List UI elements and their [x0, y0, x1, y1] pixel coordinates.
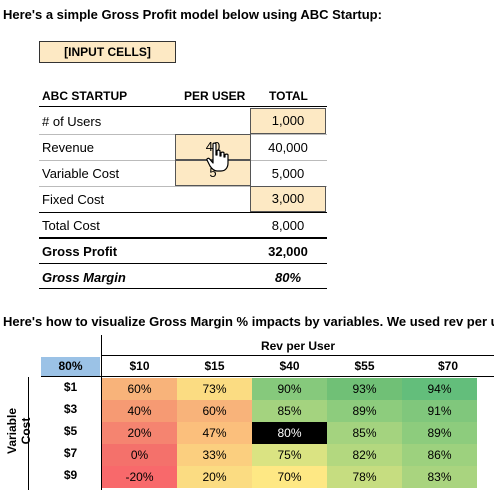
heatmap-cell: 94%: [402, 378, 477, 400]
row-label-gross-profit: Gross Profit: [42, 244, 118, 259]
heatmap-cell: 70%: [252, 466, 327, 488]
header-per-user: PER USER: [184, 89, 246, 103]
input-users-total[interactable]: 1,000: [250, 108, 326, 134]
col-title: Rev per User: [260, 339, 336, 353]
revenue-total: 40,000: [268, 140, 308, 155]
row-rule: [39, 212, 327, 213]
variable-cost-total: 5,000: [271, 166, 305, 181]
heatmap-cell: 20%: [177, 466, 252, 488]
col-header: $15: [204, 359, 225, 373]
heatmap-cell: 90%: [252, 378, 327, 400]
heatmap-cell: 73%: [177, 378, 252, 400]
row-header: $3: [63, 402, 78, 416]
heatmap-cell: 0%: [102, 444, 177, 466]
row-header: $5: [63, 424, 78, 438]
row-rule: [39, 288, 327, 289]
col-header: $70: [437, 359, 459, 373]
heatmap-cell: 89%: [327, 400, 402, 422]
row-title-rule: [28, 377, 29, 490]
heatmap-cell: 85%: [327, 422, 402, 444]
row-label-revenue: Revenue: [42, 140, 95, 155]
col-header: $10: [129, 359, 150, 373]
col-header: $55: [354, 359, 375, 373]
heatmap-cell: 47%: [177, 422, 252, 444]
row-label-users: # of Users: [42, 114, 102, 129]
heatmap-cell: 60%: [177, 400, 252, 422]
gross-profit-total: 32,000: [268, 244, 308, 259]
header-company: ABC STARTUP: [42, 89, 128, 103]
input-fixed-cost-total[interactable]: 3,000: [250, 186, 326, 212]
col-title-rule: [102, 355, 494, 356]
heatmap-cell: -20%: [102, 466, 177, 488]
row-label-gross-margin: Gross Margin: [42, 270, 126, 285]
row-label-fixed-cost: Fixed Cost: [42, 192, 105, 207]
heatmap-cell: 40%: [102, 400, 177, 422]
heatmap-cell: 33%: [177, 444, 252, 466]
heatmap-cell: 75%: [252, 444, 327, 466]
row-rule: [39, 263, 327, 264]
heatmap-cell: 89%: [402, 422, 477, 444]
pointer-hand-icon: [206, 142, 229, 172]
header-rule: [39, 106, 327, 107]
heatmap-cell-highlight: 80%: [252, 422, 327, 444]
row-label-variable-cost: Variable Cost: [42, 166, 120, 181]
heatmap-cell: 60%: [102, 378, 177, 400]
row-header: $9: [63, 468, 78, 482]
header-total: TOTAL: [269, 89, 308, 103]
heatmap-cell: 82%: [327, 444, 402, 466]
row-rule: [39, 186, 327, 187]
heatmap-cell: 85%: [252, 400, 327, 422]
corner-value: 80%: [41, 357, 100, 376]
row-label-total-cost: Total Cost: [42, 218, 100, 233]
gross-margin-total: 80%: [274, 270, 302, 285]
heatmap-cell: 93%: [327, 378, 402, 400]
header-rule: [41, 376, 494, 377]
sensitivity-table: Rev per User 80% $10 $15 $40 $55 $70 Variabl…: [0, 335, 494, 490]
row-label-rule: [101, 335, 102, 490]
input-cells-legend: [INPUT CELLS]: [39, 41, 176, 63]
heatmap-cell: 20%: [102, 422, 177, 444]
sensitivity-heading: Here's how to visualize Gross Margin % i…: [3, 314, 494, 329]
total-rule: [39, 237, 327, 239]
total-cost-total: 8,000: [271, 218, 305, 233]
heatmap-cell: 86%: [402, 444, 477, 466]
col-header: $40: [279, 359, 300, 373]
heatmap-cell: 91%: [402, 400, 477, 422]
heatmap-cell: 78%: [327, 466, 402, 488]
heatmap-cell: 83%: [402, 466, 477, 488]
intro-heading: Here's a simple Gross Profit model below…: [3, 7, 382, 22]
row-header: $1: [63, 380, 78, 394]
row-header: $7: [63, 446, 78, 460]
